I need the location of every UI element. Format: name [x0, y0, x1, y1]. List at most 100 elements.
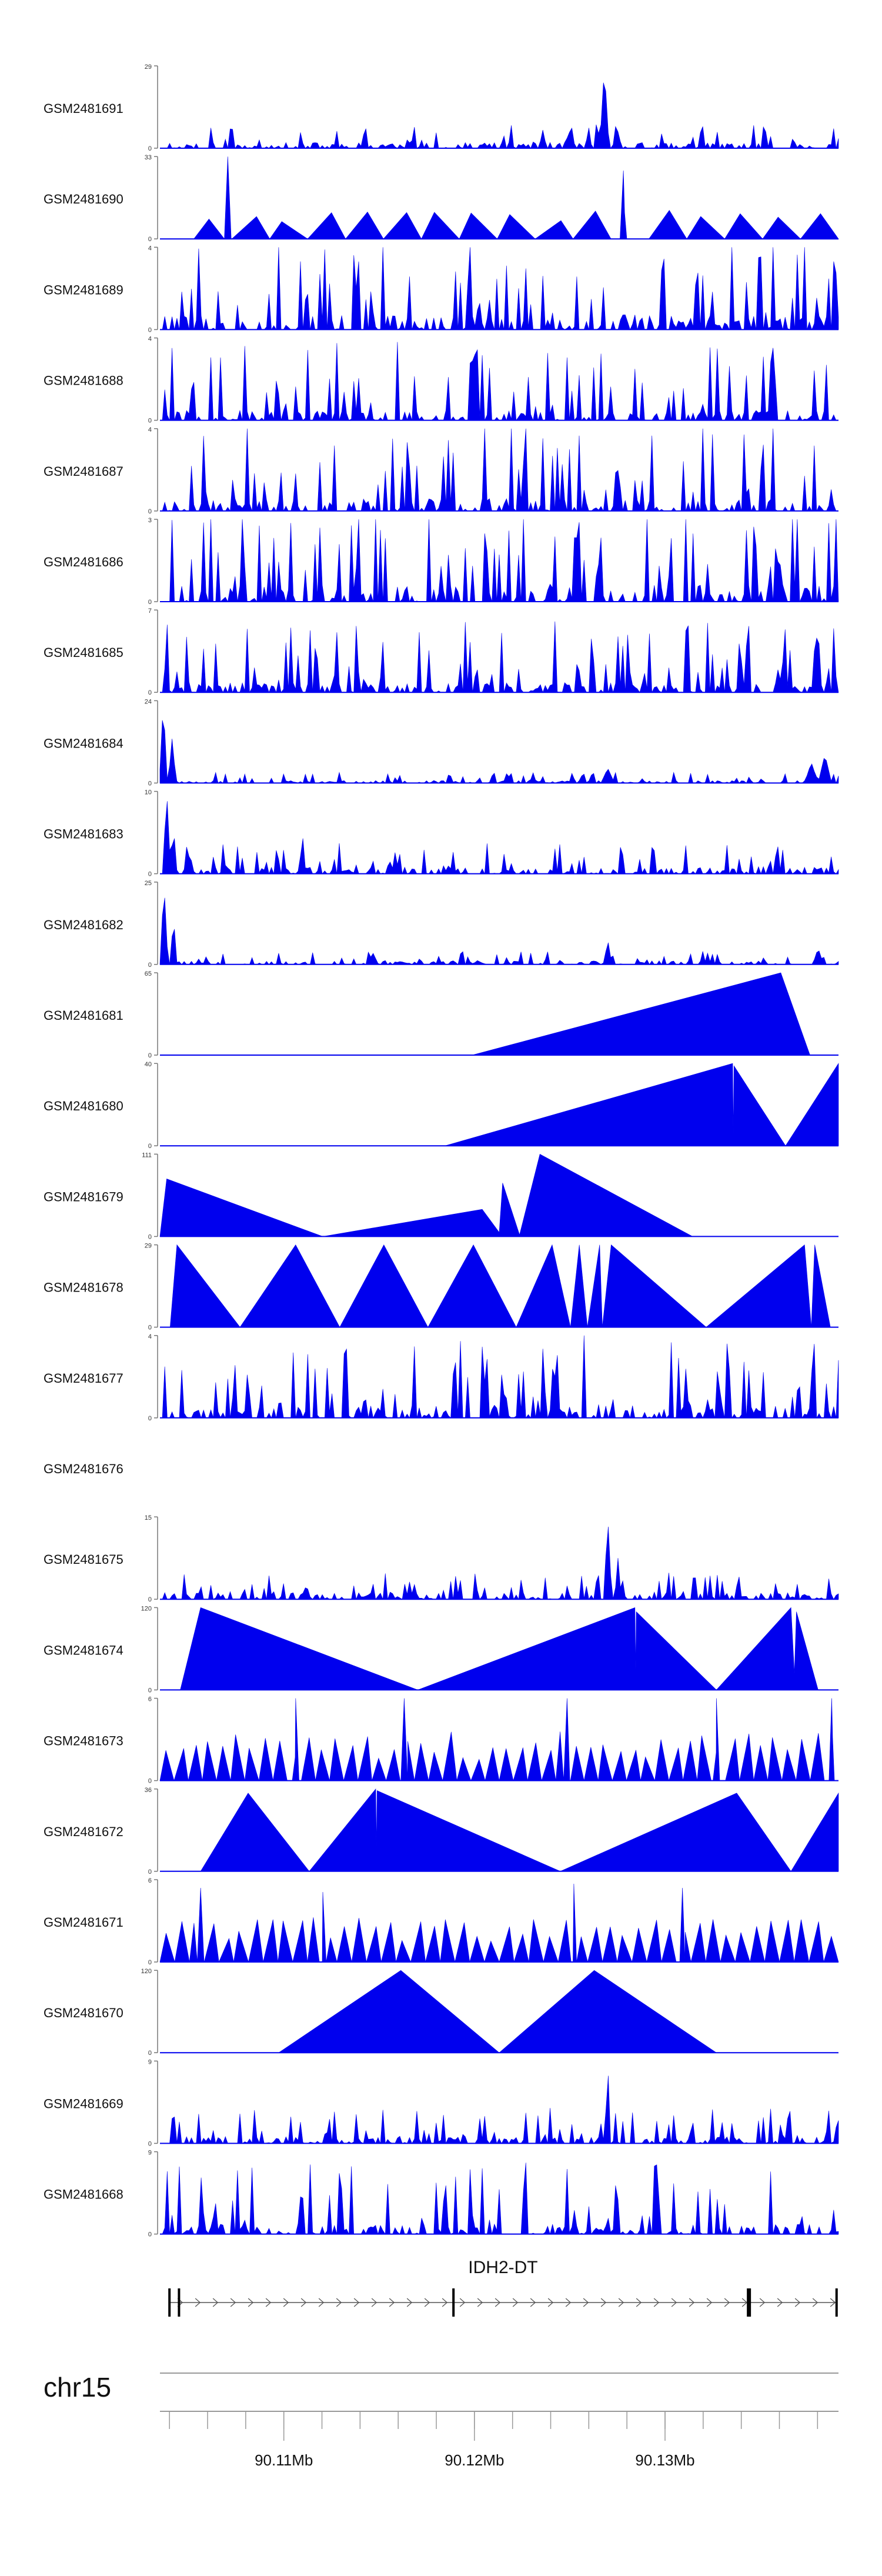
coverage-area	[159, 720, 839, 784]
y-axis-min-label: 0	[148, 326, 152, 333]
genome-axis-track: chr15 90.11Mb 90.12Mb 90.13Mb	[44, 2372, 838, 2469]
y-axis-min-label: 0	[148, 871, 152, 878]
strand-arrow	[459, 2298, 466, 2307]
y-axis-min-label: 0	[148, 1868, 152, 1876]
coverage-area	[445, 1063, 839, 1146]
track-label: GSM2481684	[44, 736, 123, 750]
strand-arrow	[300, 2298, 307, 2307]
track-GSM2481683: GSM2481683 10 0	[44, 789, 839, 878]
strand-arrow	[371, 2298, 377, 2307]
strand-arrow	[583, 2298, 589, 2307]
y-axis-min-label: 0	[148, 599, 152, 606]
track-label: GSM2481669	[44, 2096, 123, 2111]
strand-arrow	[512, 2298, 519, 2307]
gene-exon	[452, 2288, 455, 2317]
y-axis-max-label: 4	[148, 336, 152, 343]
y-axis-min-label: 0	[148, 145, 152, 152]
y-axis-max-label: 9	[148, 2058, 152, 2066]
strand-arrow	[212, 2298, 219, 2307]
y-axis-min-label: 0	[148, 1596, 152, 1603]
y-axis-max-label: 15	[145, 1514, 152, 1521]
strand-arrow	[442, 2298, 448, 2307]
y-axis-min-label: 0	[148, 2050, 152, 2057]
genome-axis-tick-label: 90.11Mb	[255, 2451, 313, 2469]
coverage-area	[159, 897, 839, 965]
y-axis-min-label: 0	[148, 2231, 152, 2238]
strand-arrow	[777, 2298, 783, 2307]
track-GSM2481689: GSM2481689 4 0	[44, 245, 839, 333]
y-axis-min-label: 0	[148, 1143, 152, 1150]
track-GSM2481690: GSM2481690 33 0	[44, 154, 839, 243]
y-axis-min-label: 0	[148, 1959, 152, 1966]
y-axis-max-label: 120	[141, 1605, 152, 1612]
y-axis-min-label: 0	[148, 1324, 152, 1332]
gene-exon	[168, 2288, 171, 2317]
strand-arrow	[353, 2298, 360, 2307]
coverage-area	[472, 972, 810, 1056]
track-GSM2481681: GSM2481681 65 0	[44, 970, 838, 1059]
track-GSM2481684: GSM2481684 24 0	[44, 698, 839, 787]
strand-arrow	[389, 2298, 395, 2307]
y-axis-max-label: 9	[148, 2150, 152, 2157]
strand-arrow	[636, 2298, 642, 2307]
y-axis-max-label: 25	[145, 880, 152, 887]
coverage-area	[200, 1788, 839, 1872]
track-GSM2481678: GSM2481678 29 0	[44, 1243, 838, 1332]
y-axis-min-label: 0	[148, 1778, 152, 1785]
track-label: GSM2481675	[44, 1552, 123, 1567]
track-label: GSM2481683	[44, 827, 123, 842]
track-GSM2481675: GSM2481675 15 0	[44, 1514, 839, 1603]
y-axis-min-label: 0	[148, 780, 152, 787]
coverage-area	[160, 247, 839, 331]
track-label: GSM2481681	[44, 1008, 123, 1023]
track-GSM2481686: GSM2481686 3 0	[44, 517, 839, 606]
strand-arrow	[812, 2298, 818, 2307]
y-axis-max-label: 6	[148, 1696, 152, 1703]
coverage-area	[160, 82, 839, 149]
track-GSM2481670: GSM2481670 120 0	[44, 1968, 838, 2057]
y-axis-min-label: 0	[148, 1415, 152, 1422]
coverage-area	[160, 428, 838, 512]
y-axis-min-label: 0	[148, 236, 152, 243]
coverage-area	[160, 2163, 839, 2235]
track-GSM2481691: GSM2481691 29 0	[44, 64, 839, 152]
coverage-area	[193, 156, 839, 240]
track-label: GSM2481689	[44, 282, 123, 297]
track-GSM2481687: GSM2481687 4 0	[44, 426, 838, 515]
strand-arrow	[230, 2298, 236, 2307]
strand-arrow	[706, 2298, 713, 2307]
y-axis-max-label: 111	[142, 1152, 152, 1159]
track-label: GSM2481672	[44, 1824, 123, 1839]
track-label: GSM2481691	[44, 101, 123, 116]
gene-exon	[178, 2288, 181, 2317]
track-label: GSM2481676	[44, 1461, 123, 1476]
y-axis-max-label: 33	[145, 154, 152, 161]
track-GSM2481672: GSM2481672 36 0	[44, 1787, 839, 1876]
strand-arrow	[424, 2298, 430, 2307]
genome-axis-tick-label: 90.12Mb	[445, 2451, 504, 2469]
track-GSM2481674: GSM2481674 120 0	[44, 1605, 838, 1694]
strand-arrow	[318, 2298, 325, 2307]
y-axis-max-label: 29	[145, 1243, 152, 1250]
track-label: GSM2481677	[44, 1371, 123, 1386]
track-label: GSM2481680	[44, 1099, 123, 1113]
y-axis-max-label: 65	[145, 970, 152, 977]
y-axis-max-label: 40	[145, 1061, 152, 1068]
track-label: GSM2481673	[44, 1734, 123, 1749]
strand-arrow	[265, 2298, 272, 2307]
coverage-area	[159, 1883, 839, 1963]
y-axis-max-label: 4	[148, 245, 152, 252]
y-axis-max-label: 6	[148, 1877, 152, 1884]
strand-arrow	[195, 2298, 201, 2307]
strand-arrow	[477, 2298, 483, 2307]
chromosome-label: chr15	[44, 2372, 111, 2403]
y-axis-max-label: 7	[148, 608, 152, 615]
track-label: GSM2481685	[44, 645, 123, 660]
strand-arrow	[794, 2298, 801, 2307]
y-axis-max-label: 29	[145, 64, 152, 71]
coverage-area	[160, 801, 839, 875]
track-GSM2481679: GSM2481679 111 0	[44, 1152, 838, 1240]
coverage-area	[160, 1526, 839, 1600]
track-label: GSM2481670	[44, 2006, 123, 2020]
strand-arrow	[547, 2298, 554, 2307]
